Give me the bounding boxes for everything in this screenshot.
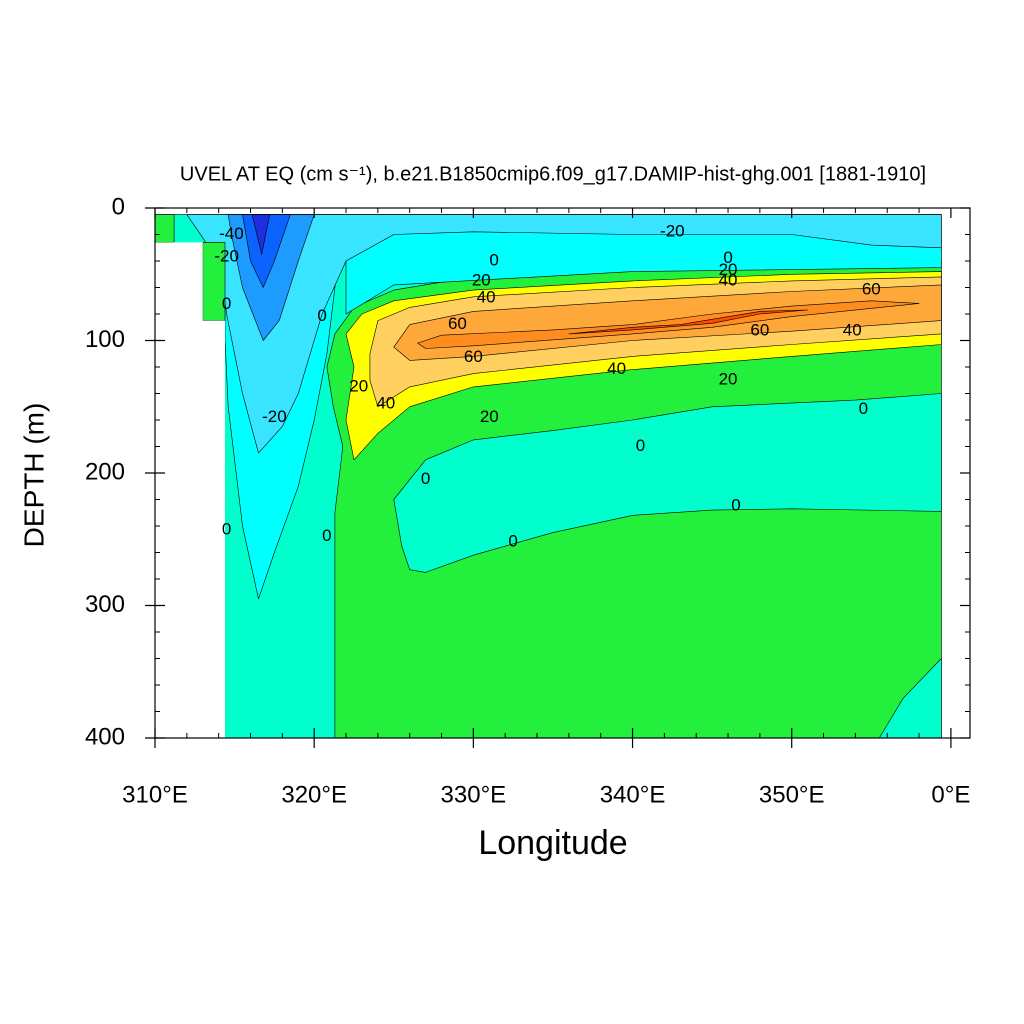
contour-region bbox=[154, 214, 175, 243]
contour-label: 0 bbox=[222, 294, 231, 313]
x-tick-label: 340°E bbox=[600, 781, 666, 808]
contour-label: -40 bbox=[219, 224, 244, 243]
contour-label: 0 bbox=[859, 399, 868, 418]
x-tick-label: 0°E bbox=[931, 781, 970, 808]
x-tick-label: 350°E bbox=[759, 781, 825, 808]
contour-label: 40 bbox=[376, 394, 395, 413]
y-tick-label: 0 bbox=[112, 193, 125, 220]
contour-label: 20 bbox=[719, 260, 738, 279]
contour-label: -20 bbox=[262, 407, 287, 426]
contour-label: 40 bbox=[477, 288, 496, 307]
y-tick-label: 400 bbox=[85, 723, 125, 750]
contour-label: 60 bbox=[464, 347, 483, 366]
contour-label: 0 bbox=[489, 250, 498, 269]
contour-label: 60 bbox=[862, 280, 881, 299]
contour-region bbox=[393, 393, 942, 573]
contour-region bbox=[242, 214, 291, 288]
x-tick-label: 330°E bbox=[441, 781, 507, 808]
contour-label: 0 bbox=[322, 526, 331, 545]
x-tick-label: 320°E bbox=[281, 781, 347, 808]
contour-label: 0 bbox=[508, 531, 517, 550]
y-axis-label: DEPTH (m) bbox=[18, 403, 49, 548]
contour-label: 0 bbox=[317, 306, 326, 325]
contour-label: 0 bbox=[222, 519, 231, 538]
contour-label: 0 bbox=[636, 436, 645, 455]
contour-label: 60 bbox=[448, 314, 467, 333]
contour-label: 40 bbox=[719, 270, 738, 289]
contour-label: 0 bbox=[421, 469, 430, 488]
x-tick-label: 310°E bbox=[122, 781, 188, 808]
contour-region bbox=[251, 214, 270, 255]
y-tick-label: 200 bbox=[85, 458, 125, 485]
contour-label: 60 bbox=[750, 321, 769, 340]
contour-label: 40 bbox=[607, 359, 626, 378]
contour-label: 0 bbox=[731, 496, 740, 515]
contour-label: 20 bbox=[349, 376, 368, 395]
contour-label: 20 bbox=[472, 270, 491, 289]
y-tick-label: 300 bbox=[85, 591, 125, 618]
contour-label: 20 bbox=[719, 370, 738, 389]
contour-label: 20 bbox=[480, 407, 499, 426]
contour-label: -20 bbox=[660, 221, 685, 240]
y-tick-label: 100 bbox=[85, 326, 125, 353]
x-axis-label: Longitude bbox=[478, 824, 627, 862]
contour-label: 0 bbox=[723, 248, 732, 267]
contour-label: -20 bbox=[214, 247, 239, 266]
contour-region bbox=[155, 242, 225, 738]
contour-region bbox=[568, 309, 808, 335]
contour-label: 40 bbox=[843, 321, 862, 340]
contour-region bbox=[417, 300, 920, 349]
chart-title: UVEL AT EQ (cm s⁻¹), b.e21.B1850cmip6.f0… bbox=[180, 163, 926, 185]
